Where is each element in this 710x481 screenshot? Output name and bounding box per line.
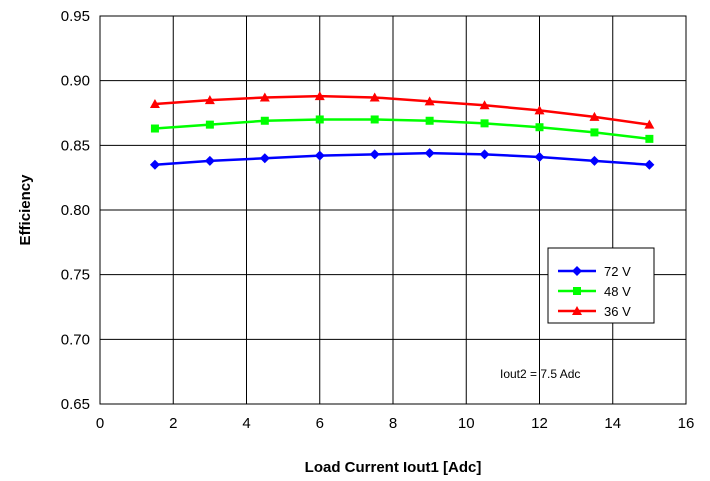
legend-label: 36 V — [604, 304, 631, 319]
y-tick-label: 0.75 — [61, 267, 90, 284]
data-point-48v — [645, 134, 654, 143]
data-point-72v — [369, 149, 380, 160]
data-point-72v — [259, 153, 270, 164]
data-point-72v — [314, 150, 325, 161]
x-tick-label: 16 — [678, 415, 695, 432]
data-point-48v — [425, 116, 434, 125]
data-point-36v — [259, 92, 270, 102]
legend-marker — [573, 287, 581, 295]
y-tick-label: 0.90 — [61, 73, 90, 90]
data-point-36v — [204, 95, 215, 105]
y-tick-label: 0.65 — [61, 396, 90, 413]
x-tick-label: 4 — [242, 415, 250, 432]
data-point-72v — [534, 151, 545, 162]
x-tick-label: 14 — [604, 415, 621, 432]
legend-item-48v: 48 V — [558, 284, 631, 299]
data-point-48v — [205, 120, 214, 129]
x-tick-label: 6 — [316, 415, 324, 432]
legend-item-72v: 72 V — [558, 264, 631, 279]
data-point-36v — [314, 91, 325, 101]
x-axis-title: Load Current Iout1 [Adc] — [305, 459, 482, 476]
data-point-36v — [369, 92, 380, 102]
data-point-36v — [589, 111, 600, 121]
y-axis-title: Efficiency — [17, 174, 34, 246]
data-point-48v — [150, 124, 159, 133]
x-tick-label: 2 — [169, 415, 177, 432]
data-point-72v — [204, 155, 215, 166]
series-line-72v — [154, 151, 650, 166]
legend: 72 V 48 V 36 V — [547, 247, 655, 324]
series-48v — [150, 115, 654, 143]
data-point-72v — [644, 159, 655, 170]
y-tick-label: 0.85 — [61, 137, 90, 154]
y-tick-label: 0.95 — [61, 8, 90, 25]
y-tick-label: 0.80 — [61, 202, 90, 219]
series-36v — [149, 91, 655, 129]
data-point-72v — [589, 155, 600, 166]
data-point-36v — [149, 98, 160, 108]
x-tick-label: 8 — [389, 415, 397, 432]
x-tick-labels: 0 2 4 6 8 10 12 14 16 — [96, 415, 695, 432]
x-tick-label: 0 — [96, 415, 104, 432]
data-point-72v — [149, 159, 160, 170]
data-point-36v — [479, 100, 490, 110]
data-point-36v — [424, 96, 435, 106]
legend-item-36v: 36 V — [558, 304, 631, 319]
x-tick-label: 10 — [458, 415, 475, 432]
data-point-36v — [644, 119, 655, 129]
data-point-48v — [590, 128, 599, 137]
y-tick-labels: 0.65 0.70 0.75 0.80 0.85 0.90 0.95 — [61, 8, 90, 413]
data-point-48v — [535, 123, 544, 132]
data-point-48v — [480, 119, 489, 128]
data-point-48v — [370, 115, 379, 124]
legend-marker — [572, 306, 582, 315]
y-tick-label: 0.70 — [61, 331, 90, 348]
data-point-72v — [479, 149, 490, 160]
data-point-48v — [315, 115, 324, 124]
x-tick-label: 12 — [531, 415, 548, 432]
legend-label: 72 V — [604, 264, 631, 279]
plot-border — [99, 15, 687, 405]
series-layer — [149, 91, 655, 170]
legend-label: 48 V — [604, 284, 631, 299]
data-point-48v — [260, 116, 269, 125]
series-72v — [149, 148, 655, 170]
series-line-36v — [154, 94, 650, 126]
data-point-72v — [424, 148, 435, 159]
series-line-48v — [154, 118, 650, 141]
annotation-iout2: Iout2 = 7.5 Adc — [500, 367, 580, 381]
data-point-36v — [534, 105, 545, 115]
legend-marker — [572, 266, 582, 276]
